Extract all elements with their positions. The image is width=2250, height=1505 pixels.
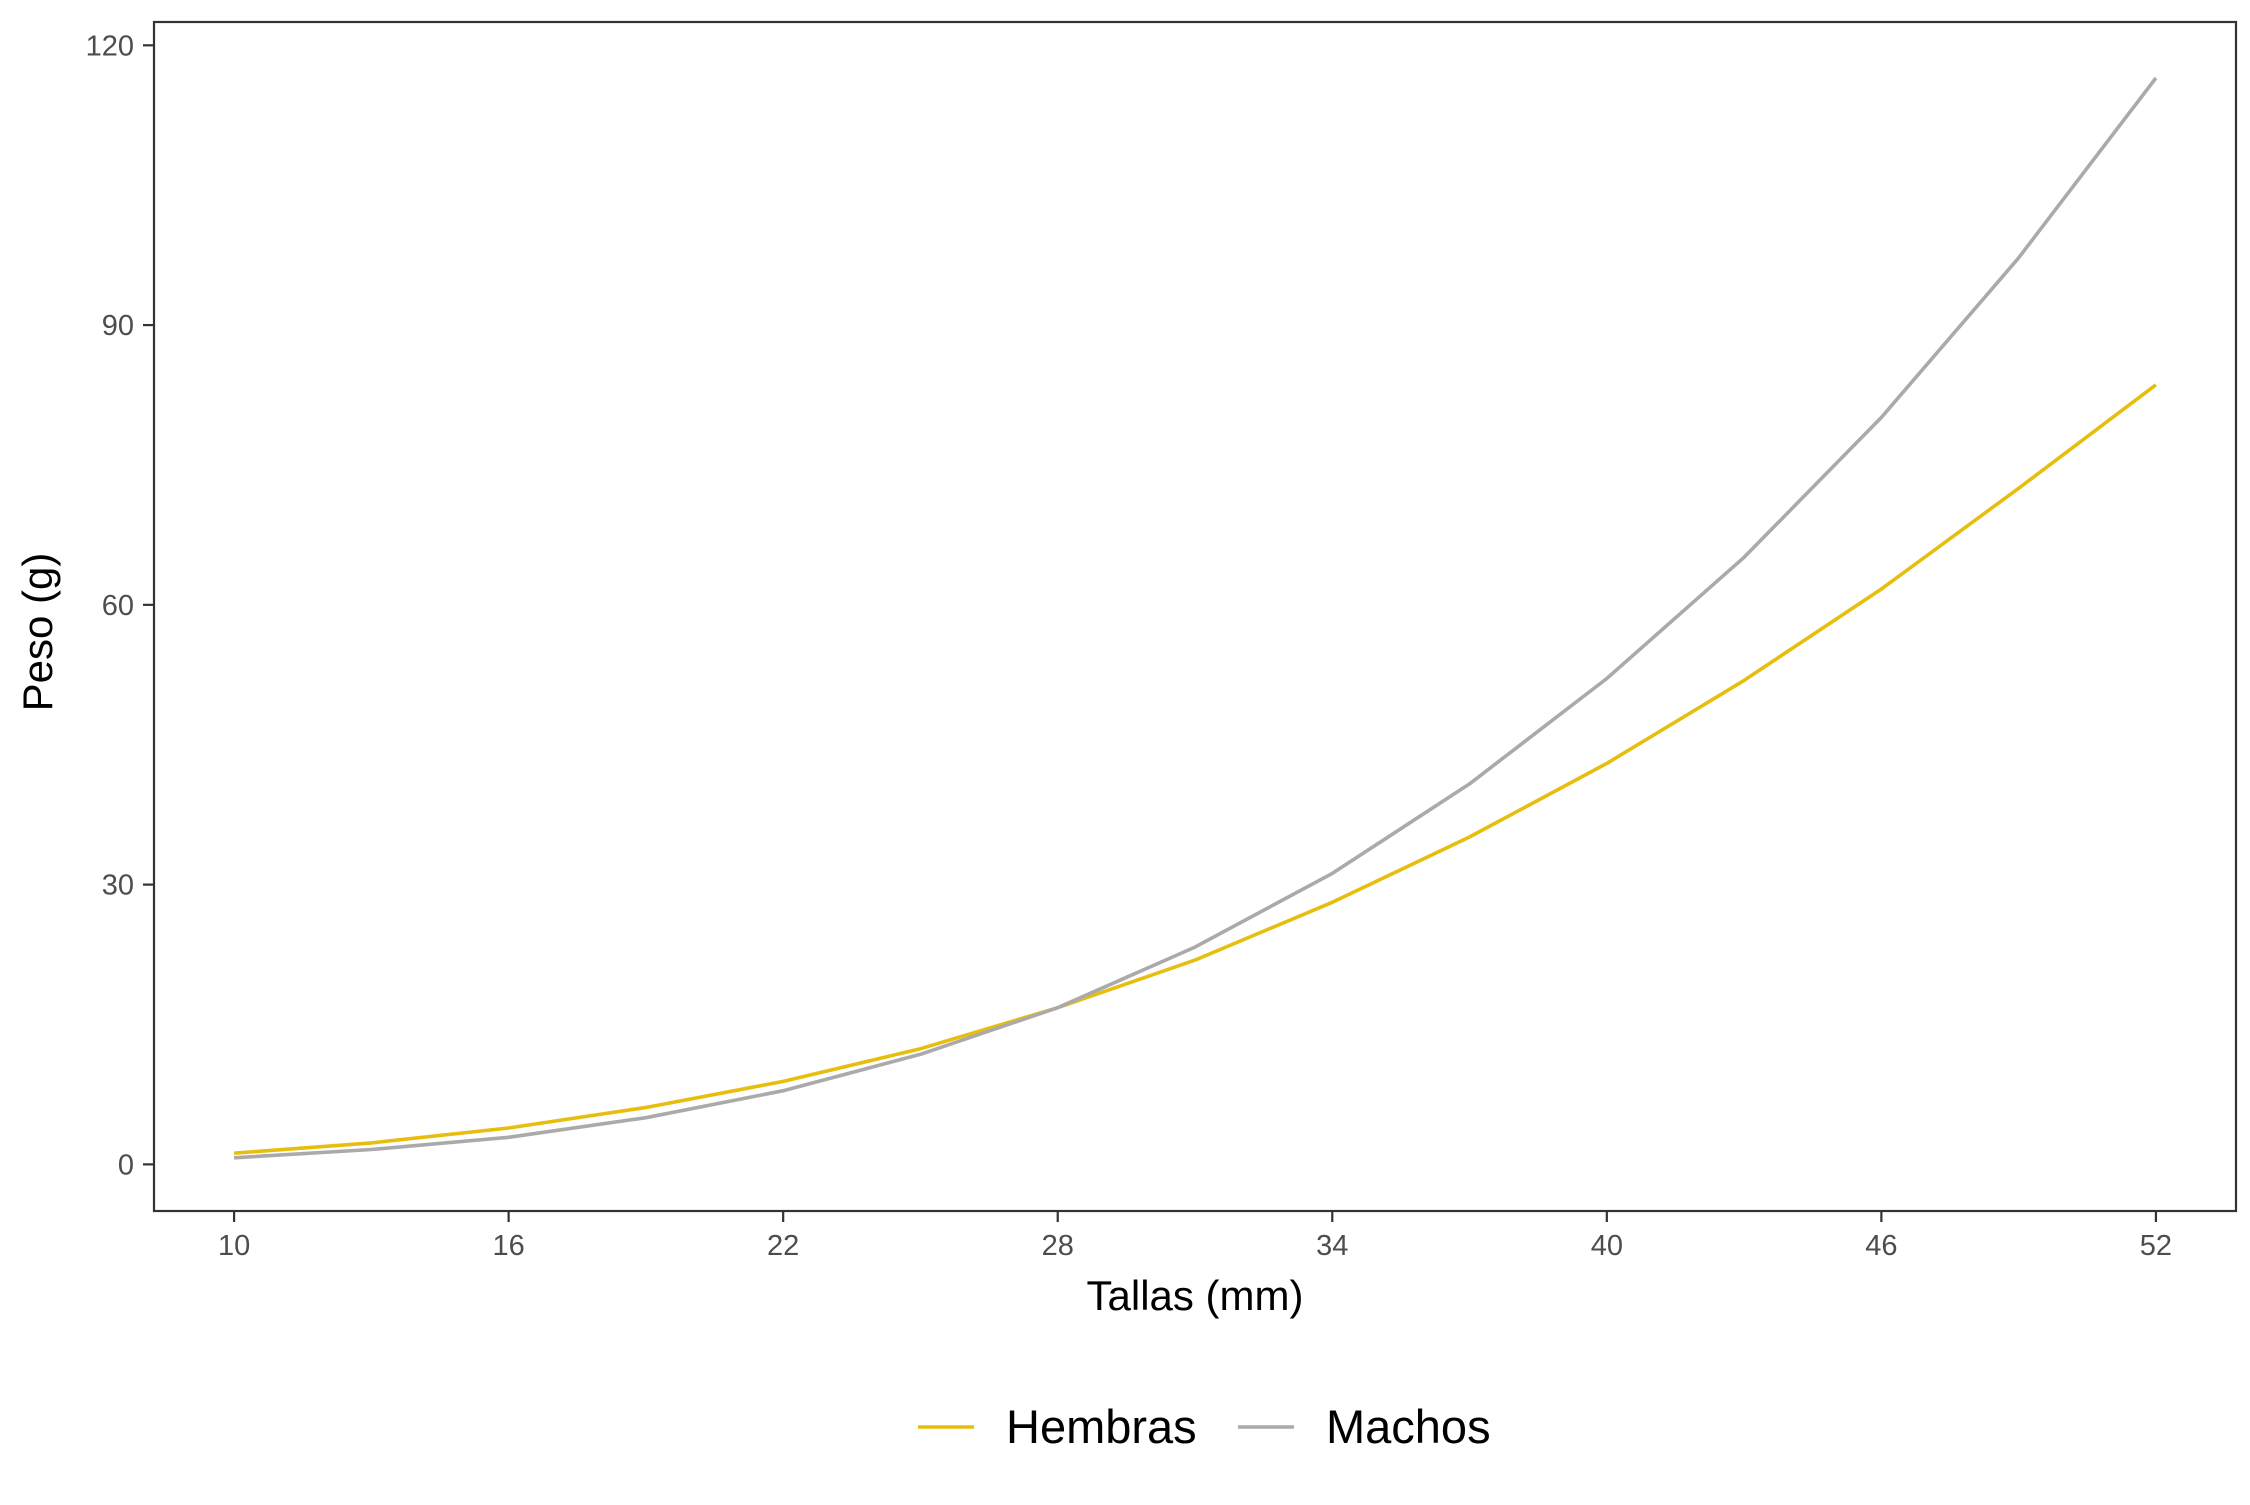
y-tick-label: 90 <box>102 310 134 342</box>
plot-area <box>233 76 2158 1160</box>
x-tick-label: 40 <box>1591 1230 1623 1262</box>
x-tick-label: 16 <box>492 1230 524 1262</box>
legend-label-machos: Machos <box>1326 1400 1491 1453</box>
series-line-machos <box>233 76 2158 1160</box>
y-tick-label: 30 <box>102 870 134 902</box>
y-tick-label: 60 <box>102 590 134 622</box>
y-tick-label: 120 <box>86 30 134 62</box>
x-axis-title: Tallas (mm) <box>1087 1272 1304 1319</box>
series-line-hembras <box>233 383 2157 1155</box>
x-tick-label: 52 <box>2140 1230 2172 1262</box>
x-tick-label: 22 <box>767 1230 799 1262</box>
axes: 10 16 22 28 34 40 46 52 0 30 60 90 120 <box>86 20 2238 1262</box>
y-tick-label: 0 <box>118 1149 134 1181</box>
x-tick-label: 34 <box>1316 1230 1348 1262</box>
legend: Hembras Machos <box>918 1400 1491 1453</box>
legend-label-hembras: Hembras <box>1006 1400 1197 1453</box>
x-tick-label: 28 <box>1042 1230 1074 1262</box>
x-tick-label: 10 <box>218 1230 250 1262</box>
panel-border <box>152 20 2238 1213</box>
y-axis-title: Peso (g) <box>14 553 61 712</box>
x-tick-label: 46 <box>1865 1230 1897 1262</box>
